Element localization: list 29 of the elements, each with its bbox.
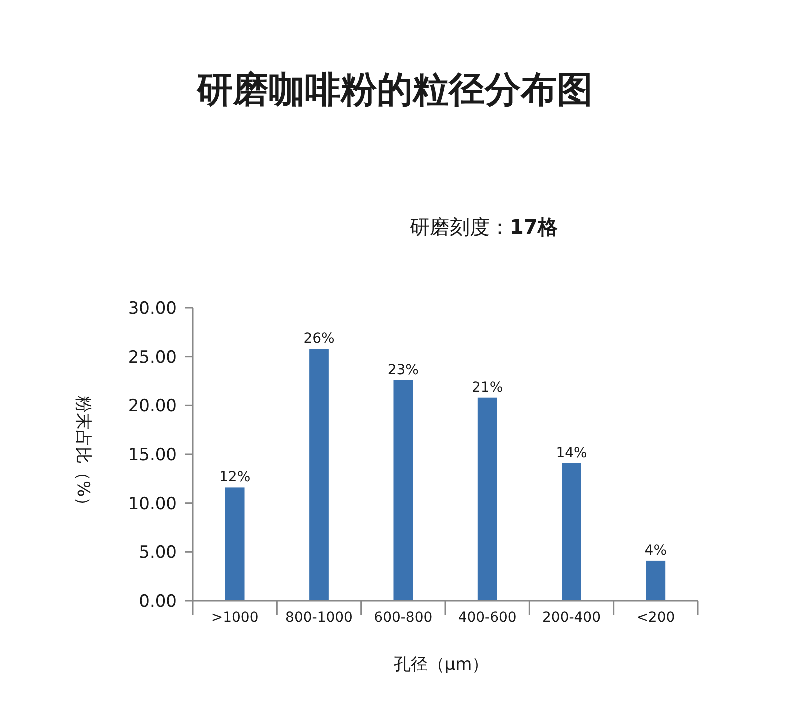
x-tick-label: <200 — [636, 610, 676, 626]
bar — [646, 560, 666, 601]
y-tick-label: 30.00 — [128, 299, 177, 319]
x-tick-label: 400-600 — [458, 610, 517, 626]
data-label: 23% — [388, 362, 419, 378]
bar — [225, 488, 245, 601]
x-axis-title: 孔径（μm） — [394, 655, 490, 675]
y-tick-label: 15.00 — [128, 446, 177, 466]
y-tick-label: 10.00 — [128, 494, 177, 514]
y-tick-label: 25.00 — [128, 348, 177, 368]
x-tick-label: >1000 — [211, 610, 259, 626]
y-tick-label: 5.00 — [139, 543, 177, 564]
x-tick-label: 200-400 — [542, 610, 601, 626]
data-label: 12% — [220, 470, 251, 486]
data-label: 26% — [304, 331, 335, 348]
bar — [562, 463, 582, 601]
bar — [310, 349, 329, 601]
data-label: 4% — [644, 542, 668, 559]
y-axis-title: 粉末占比（%） — [73, 396, 93, 514]
x-tick-label: 800-1000 — [286, 610, 353, 626]
data-label: 21% — [472, 380, 504, 396]
data-label: 14% — [556, 445, 588, 462]
y-tick-label: 0.00 — [139, 592, 177, 612]
chart-title: 研磨咖啡粉的粒径分布图 — [196, 70, 593, 111]
y-tick-label: 20.00 — [128, 396, 177, 417]
x-tick-label: 600-800 — [374, 610, 433, 626]
bar — [478, 398, 498, 601]
text: 研磨刻度：17格 — [410, 215, 559, 239]
bar — [394, 380, 414, 601]
